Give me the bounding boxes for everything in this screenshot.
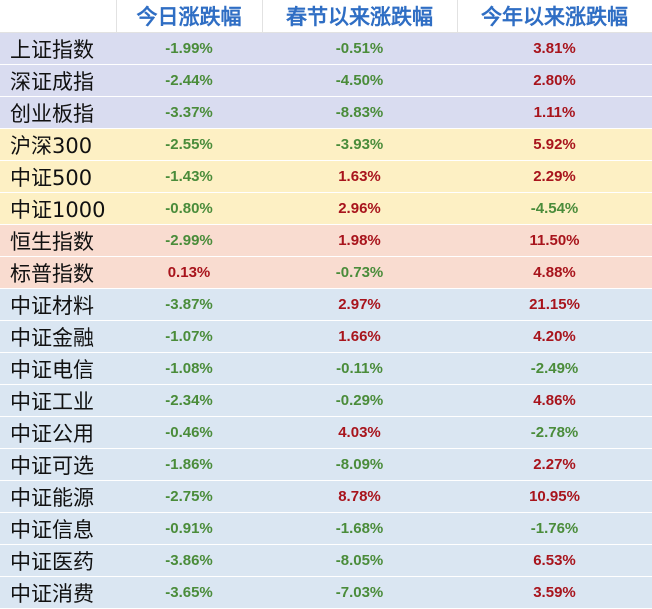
cell-since-spring-festival: -3.93% [262,128,457,161]
cell-since-spring-festival: -0.29% [262,384,457,417]
cell-year-to-date: 11.50% [457,224,652,257]
table-row: 中证信息 -0.91% -1.68% -1.76% [0,512,652,545]
header-since-spring-festival: 春节以来涨跌幅 [262,0,458,33]
index-name: 恒生指数 [0,224,116,257]
table-row: 恒生指数 -2.99% 1.98% 11.50% [0,224,652,257]
cell-since-spring-festival: 1.98% [262,224,457,257]
cell-since-spring-festival: -7.03% [262,576,457,609]
cell-since-spring-festival: -0.73% [262,256,457,289]
cell-since-spring-festival: 2.96% [262,192,457,225]
table-row: 中证公用 -0.46% 4.03% -2.78% [0,416,652,449]
cell-year-to-date: 6.53% [457,544,652,577]
cell-today-change: -2.34% [116,384,262,417]
table-row: 中证500 -1.43% 1.63% 2.29% [0,160,652,193]
index-name: 中证工业 [0,384,116,417]
cell-since-spring-festival: 1.66% [262,320,457,353]
cell-since-spring-festival: 4.03% [262,416,457,449]
table-row: 中证能源 -2.75% 8.78% 10.95% [0,480,652,513]
cell-today-change: -3.87% [116,288,262,321]
index-name: 标普指数 [0,256,116,289]
cell-today-change: 0.13% [116,256,262,289]
index-name: 中证金融 [0,320,116,353]
cell-today-change: -0.80% [116,192,262,225]
cell-year-to-date: 21.15% [457,288,652,321]
cell-since-spring-festival: -0.11% [262,352,457,385]
index-name: 沪深300 [0,128,116,161]
cell-year-to-date: 4.20% [457,320,652,353]
cell-today-change: -3.37% [116,96,262,129]
cell-today-change: -3.65% [116,576,262,609]
index-name: 上证指数 [0,32,116,65]
cell-year-to-date: 3.81% [457,32,652,65]
cell-year-to-date: 3.59% [457,576,652,609]
index-name: 深证成指 [0,64,116,97]
cell-today-change: -1.86% [116,448,262,481]
cell-today-change: -0.46% [116,416,262,449]
header-year-to-date: 今年以来涨跌幅 [457,0,652,33]
cell-today-change: -1.08% [116,352,262,385]
cell-today-change: -1.43% [116,160,262,193]
index-name: 中证材料 [0,288,116,321]
table-body: 上证指数 -1.99% -0.51% 3.81% 深证成指 -2.44% -4.50% 2.8… [0,32,652,609]
index-name: 中证1000 [0,192,116,225]
index-name: 中证500 [0,160,116,193]
header-today-change: 今日涨跌幅 [116,0,263,33]
index-name: 中证消费 [0,576,116,609]
table-row: 中证医药 -3.86% -8.05% 6.53% [0,544,652,577]
table-row: 创业板指 -3.37% -8.83% 1.11% [0,96,652,129]
index-name: 创业板指 [0,96,116,129]
cell-today-change: -2.99% [116,224,262,257]
cell-since-spring-festival: -8.09% [262,448,457,481]
cell-year-to-date: 10.95% [457,480,652,513]
table-row: 中证电信 -1.08% -0.11% -2.49% [0,352,652,385]
table-row: 中证消费 -3.65% -7.03% 3.59% [0,576,652,609]
table-row: 中证金融 -1.07% 1.66% 4.20% [0,320,652,353]
cell-year-to-date: -1.76% [457,512,652,545]
cell-year-to-date: -4.54% [457,192,652,225]
cell-since-spring-festival: -8.05% [262,544,457,577]
index-name: 中证能源 [0,480,116,513]
cell-since-spring-festival: -1.68% [262,512,457,545]
cell-year-to-date: -2.49% [457,352,652,385]
cell-today-change: -2.44% [116,64,262,97]
cell-year-to-date: 1.11% [457,96,652,129]
cell-today-change: -2.55% [116,128,262,161]
header-row: 今日涨跌幅 春节以来涨跌幅 今年以来涨跌幅 [0,0,652,33]
cell-today-change: -1.07% [116,320,262,353]
index-name: 中证公用 [0,416,116,449]
cell-year-to-date: 2.27% [457,448,652,481]
cell-year-to-date: 5.92% [457,128,652,161]
cell-since-spring-festival: 2.97% [262,288,457,321]
index-name: 中证信息 [0,512,116,545]
cell-year-to-date: 2.80% [457,64,652,97]
cell-since-spring-festival: 1.63% [262,160,457,193]
header-name [0,0,117,33]
table-row: 深证成指 -2.44% -4.50% 2.80% [0,64,652,97]
cell-since-spring-festival: -0.51% [262,32,457,65]
table-row: 上证指数 -1.99% -0.51% 3.81% [0,32,652,65]
cell-since-spring-festival: -8.83% [262,96,457,129]
index-name: 中证电信 [0,352,116,385]
index-name: 中证可选 [0,448,116,481]
table-row: 中证工业 -2.34% -0.29% 4.86% [0,384,652,417]
cell-today-change: -1.99% [116,32,262,65]
table-row: 中证可选 -1.86% -8.09% 2.27% [0,448,652,481]
cell-year-to-date: 2.29% [457,160,652,193]
cell-since-spring-festival: -4.50% [262,64,457,97]
cell-year-to-date: -2.78% [457,416,652,449]
index-name: 中证医药 [0,544,116,577]
cell-today-change: -2.75% [116,480,262,513]
cell-year-to-date: 4.86% [457,384,652,417]
cell-since-spring-festival: 8.78% [262,480,457,513]
cell-today-change: -0.91% [116,512,262,545]
cell-year-to-date: 4.88% [457,256,652,289]
table-row: 沪深300 -2.55% -3.93% 5.92% [0,128,652,161]
table-row: 中证材料 -3.87% 2.97% 21.15% [0,288,652,321]
table-row: 标普指数 0.13% -0.73% 4.88% [0,256,652,289]
table-row: 中证1000 -0.80% 2.96% -4.54% [0,192,652,225]
cell-today-change: -3.86% [116,544,262,577]
